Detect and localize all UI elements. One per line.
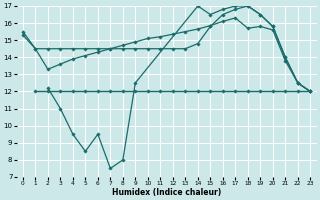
X-axis label: Humidex (Indice chaleur): Humidex (Indice chaleur): [112, 188, 221, 197]
